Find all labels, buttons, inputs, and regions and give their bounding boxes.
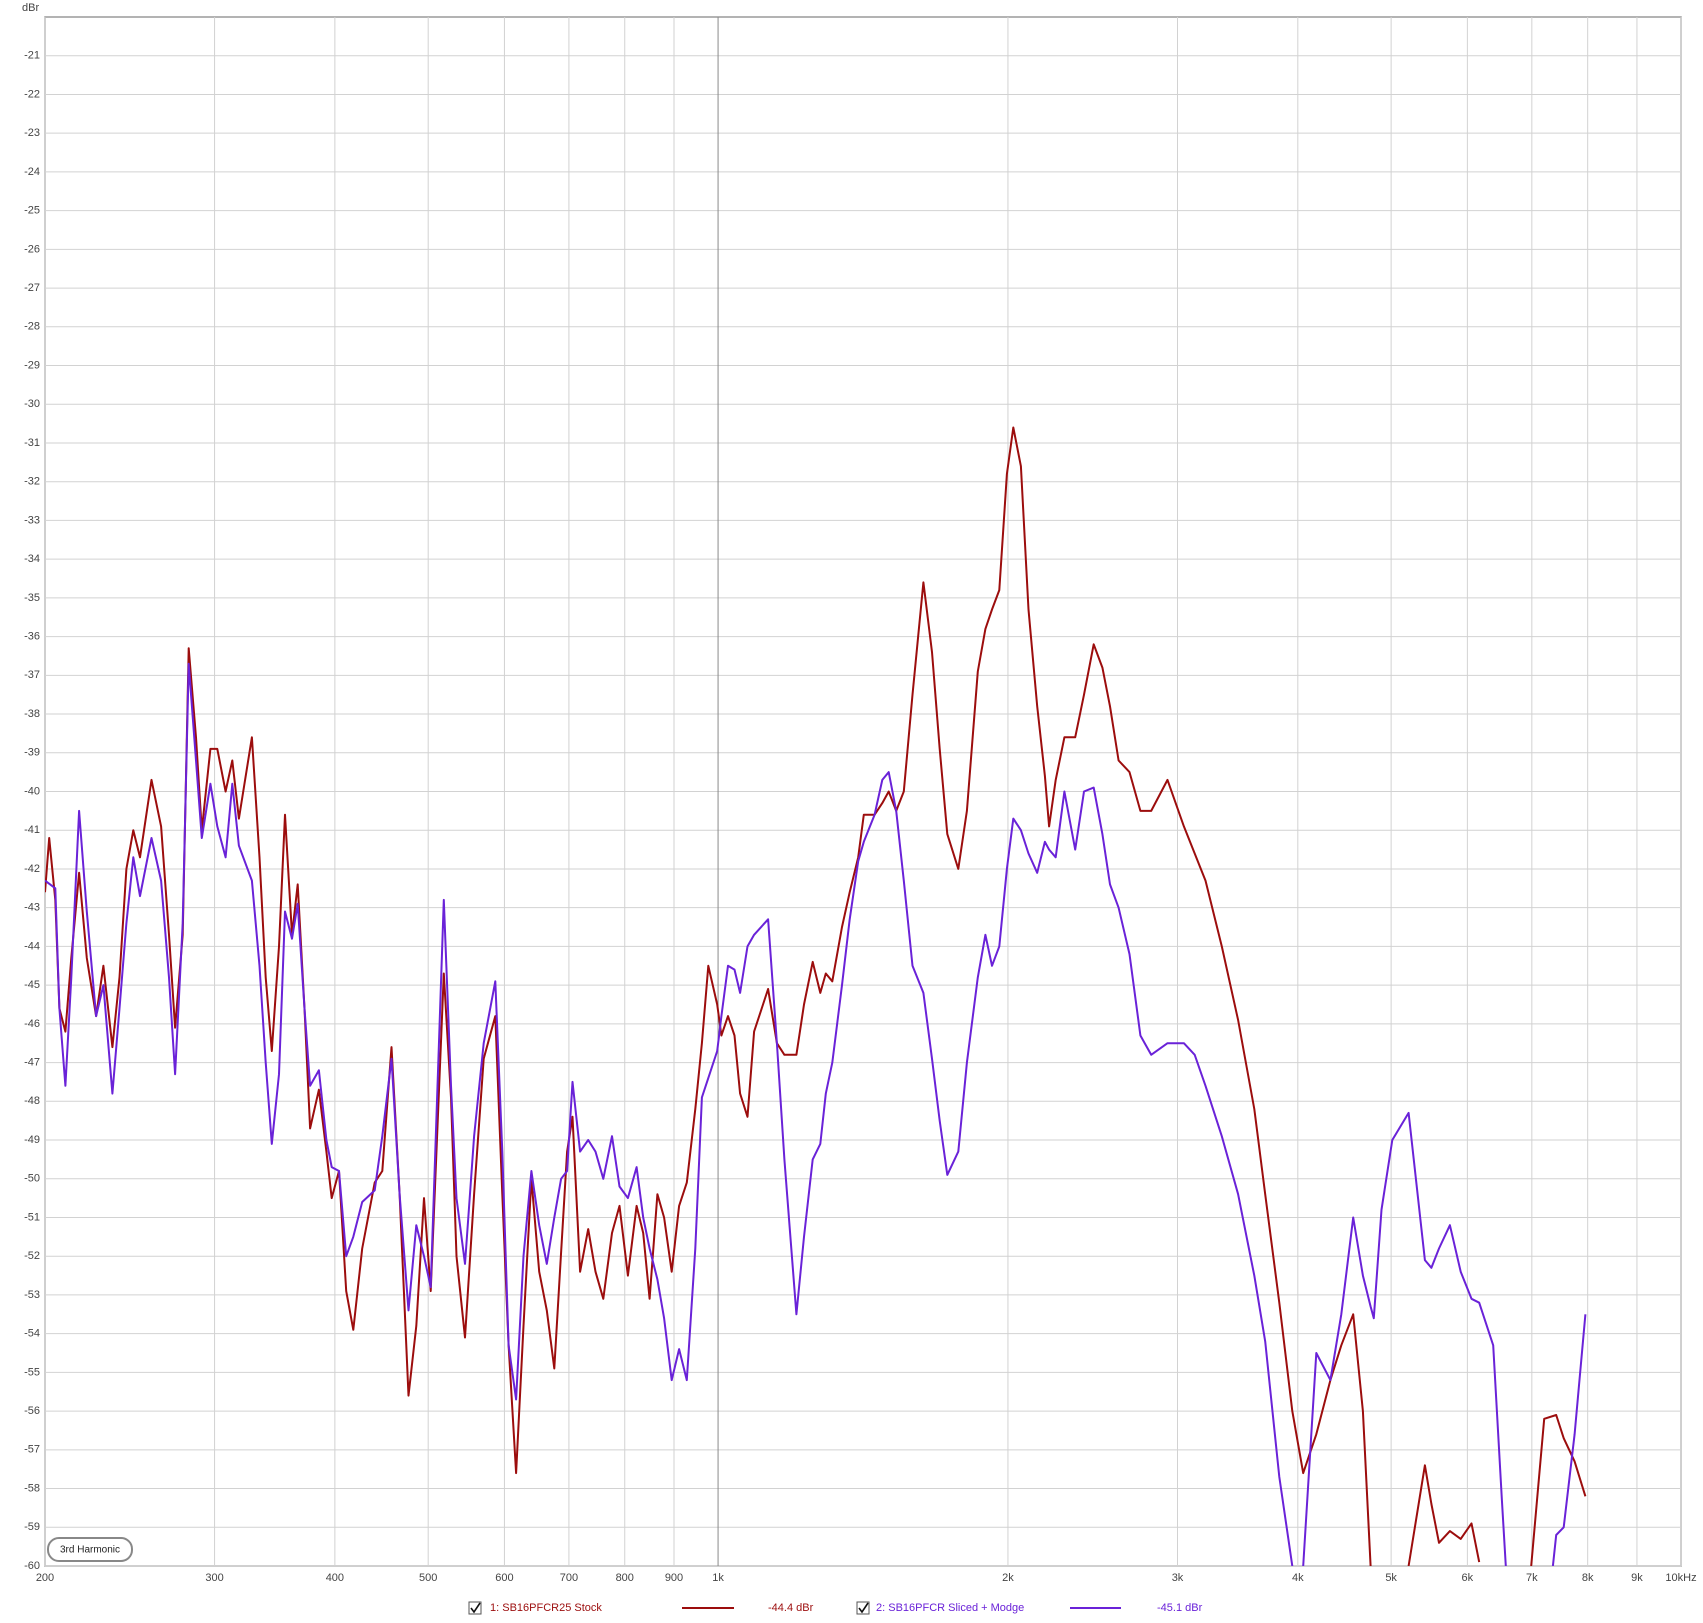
- x-tick-label: 2k: [1002, 1572, 1014, 1584]
- y-tick-label: -31: [24, 437, 40, 449]
- y-tick-label: -22: [24, 88, 40, 100]
- y-tick-label: -27: [24, 282, 40, 294]
- x-tick-label: 300: [205, 1572, 223, 1584]
- y-tick-label: -47: [24, 1056, 40, 1068]
- x-tick-label: 800: [616, 1572, 634, 1584]
- y-tick-label: -53: [24, 1289, 40, 1301]
- y-tick-label: -45: [24, 979, 40, 991]
- y-tick-label: -49: [24, 1134, 40, 1146]
- y-tick-label: -25: [24, 205, 40, 217]
- x-tick-label: 1k: [712, 1572, 724, 1584]
- y-axis-label: dBr: [22, 2, 39, 14]
- x-tick-label: 9k: [1631, 1572, 1643, 1584]
- y-tick-label: -38: [24, 708, 40, 720]
- lines: [45, 426, 1587, 1566]
- y-tick-label: -23: [24, 127, 40, 139]
- annotation: 3rd Harmonic: [60, 1545, 120, 1556]
- y-tick-label: -43: [24, 902, 40, 914]
- x-tick-label: 6k: [1462, 1572, 1474, 1584]
- y-tick-label: -51: [24, 1211, 40, 1223]
- y-tick-label: -60: [24, 1560, 40, 1572]
- y-tick-label: -50: [24, 1173, 40, 1185]
- y-tick-label: -28: [24, 321, 40, 333]
- grid: [44, 17, 1682, 1567]
- y-tick-label: -59: [24, 1521, 40, 1533]
- y-tick-label: -44: [24, 940, 40, 952]
- x-tick-label: 5k: [1385, 1572, 1397, 1584]
- legend-check: [858, 1602, 869, 1614]
- y-tick-label: -34: [24, 553, 40, 565]
- y-tick-label: -54: [24, 1328, 40, 1340]
- y-tick-label: -57: [24, 1444, 40, 1456]
- y-tick-label: -35: [24, 592, 40, 604]
- y-tick-label: -46: [24, 1018, 40, 1030]
- x-tick-label: 200: [36, 1572, 54, 1584]
- y-tick-label: -24: [24, 166, 40, 178]
- legend-label: 2: SB16PFCR Sliced + Modge: [876, 1602, 1024, 1614]
- y-tick-label: -52: [24, 1250, 40, 1262]
- x-tick-label: 700: [560, 1572, 578, 1584]
- y-tick-label: -55: [24, 1366, 40, 1378]
- y-tick-label: -30: [24, 398, 40, 410]
- x-tick-label: 500: [419, 1572, 437, 1584]
- x-tick-label: 3k: [1172, 1572, 1184, 1584]
- x-tick-label: 600: [495, 1572, 513, 1584]
- annotation-button[interactable]: [47, 1537, 133, 1562]
- x-tick-label: 8k: [1582, 1572, 1594, 1584]
- y-tick-label: -37: [24, 669, 40, 681]
- x-tick-label: 7k: [1526, 1572, 1538, 1584]
- y-tick-label: -29: [24, 359, 40, 371]
- legend-level: -45.1 dBr: [1157, 1602, 1203, 1614]
- legend-level: -44.4 dBr: [768, 1602, 814, 1614]
- y-tick-label: -32: [24, 476, 40, 488]
- y-tick-label: -26: [24, 243, 40, 255]
- x-tick-label: 400: [326, 1572, 344, 1584]
- y-tick-label: -39: [24, 747, 40, 759]
- legend-check: [470, 1602, 481, 1614]
- legend: 1: SB16PFCR25 Stock -44.4 dBr 2: SB16PFCR …: [468, 1601, 1203, 1615]
- y-tick-label: -48: [24, 1095, 40, 1107]
- y-tick-label: -42: [24, 863, 40, 875]
- series-line: [45, 426, 1587, 1566]
- y-tick-label: -56: [24, 1405, 40, 1417]
- legend-label: 1: SB16PFCR25 Stock: [490, 1602, 602, 1614]
- x-tick-label: 10kHz: [1665, 1572, 1696, 1584]
- y-tick-label: -33: [24, 514, 40, 526]
- y-tick-label: -41: [24, 824, 40, 836]
- y-tick-label: -36: [24, 631, 40, 643]
- y-tick-label: -21: [24, 50, 40, 62]
- x-tick-label: 4k: [1292, 1572, 1304, 1584]
- y-tick-label: -40: [24, 785, 40, 797]
- y-tick-label: -58: [24, 1482, 40, 1494]
- x-tick-label: 900: [665, 1572, 683, 1584]
- series-line: [45, 662, 1587, 1566]
